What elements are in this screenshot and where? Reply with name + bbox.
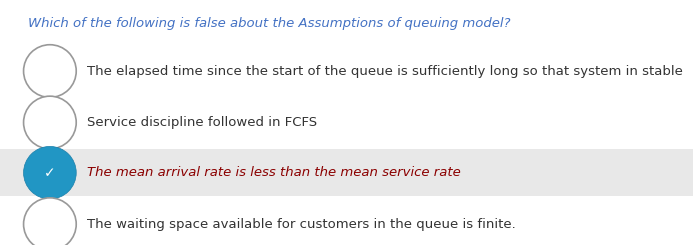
- Ellipse shape: [24, 147, 76, 199]
- Text: The elapsed time since the start of the queue is sufficiently long so that syste: The elapsed time since the start of the …: [87, 64, 683, 78]
- Text: Service discipline followed in FCFS: Service discipline followed in FCFS: [87, 116, 317, 129]
- FancyBboxPatch shape: [0, 149, 693, 196]
- Text: The mean arrival rate is less than the mean service rate: The mean arrival rate is less than the m…: [87, 166, 460, 179]
- Text: ✓: ✓: [44, 166, 55, 180]
- Text: The waiting space available for customers in the queue is finite.: The waiting space available for customer…: [87, 218, 516, 231]
- Ellipse shape: [24, 198, 76, 245]
- Ellipse shape: [24, 96, 76, 149]
- Text: Which of the following is false about the Assumptions of queuing model?: Which of the following is false about th…: [28, 17, 510, 30]
- Ellipse shape: [24, 45, 76, 97]
